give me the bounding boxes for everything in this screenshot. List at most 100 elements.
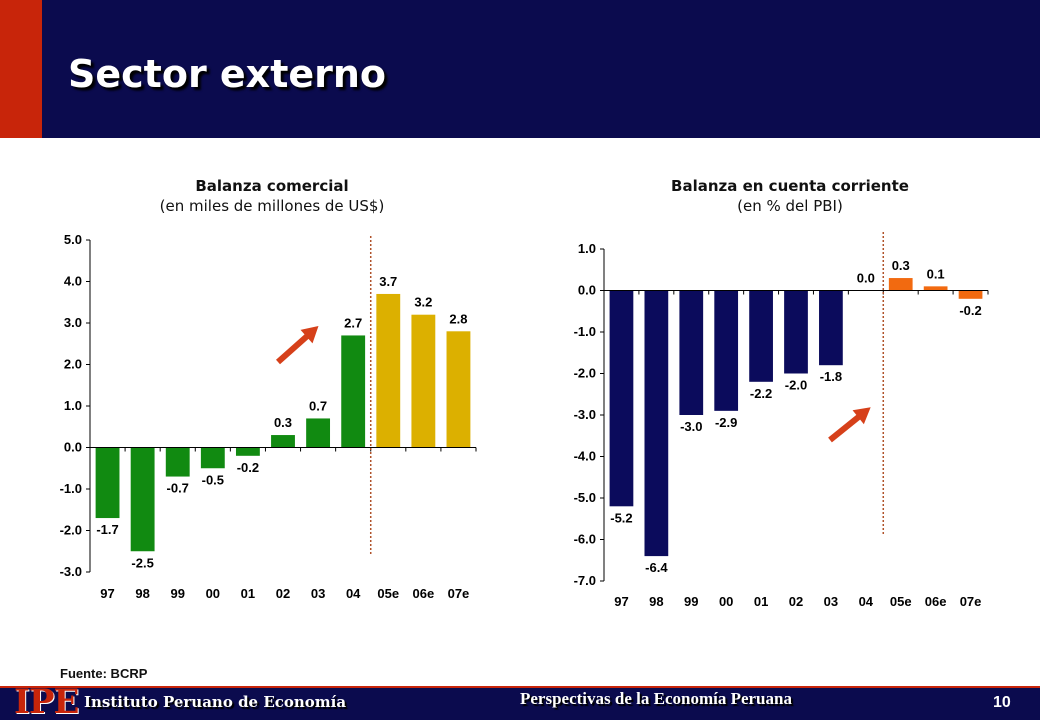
chart-2-bar — [819, 290, 843, 366]
chart-2-title: Balanza en cuenta corriente — [671, 177, 909, 195]
chart-1-bar — [306, 418, 331, 448]
chart-1-bar — [95, 447, 120, 519]
chart-2-x-tick-label: 04 — [859, 594, 874, 609]
chart-2-bar — [749, 290, 773, 382]
chart-1-bar — [200, 447, 225, 469]
chart-1-x-tick-label: 04 — [346, 586, 361, 601]
chart-2-bar — [958, 290, 983, 299]
chart-2-x-tick-label: 97 — [614, 594, 628, 609]
chart-2-x-tick-label: 06e — [925, 594, 947, 609]
chart-1-subtitle: (en miles de millones de US$) — [159, 197, 385, 215]
chart-2-y-tick-label: -2.0 — [574, 366, 596, 381]
chart-1-y-tick-label: 1.0 — [64, 398, 82, 413]
chart-2-y-tick-label: -3.0 — [574, 407, 596, 422]
chart-1-y-tick-label: 4.0 — [64, 274, 82, 289]
current-account-chart: -7.0 -6.0 -5.0 -4.0 -3.0 -2.0 -1.0 0.0 1.0 -5.2 97… — [574, 232, 989, 609]
chart-1-bar — [341, 335, 366, 448]
chart-1-value-label: -0.5 — [202, 472, 224, 487]
chart-2-subtitle: (en % del PBI) — [737, 197, 843, 215]
chart-2-y-tick-label: -5.0 — [574, 490, 596, 505]
chart-1-value-label: -0.2 — [237, 460, 259, 475]
chart-1-x-tick-label: 00 — [206, 586, 220, 601]
chart-1-value-label: -1.7 — [96, 522, 118, 537]
header-bar — [0, 0, 1040, 138]
chart-1-bar — [411, 314, 436, 448]
chart-1-value-label: 3.7 — [379, 274, 397, 289]
chart-2-y-tick-label: -7.0 — [574, 573, 596, 588]
ipe-logo: IPE — [14, 682, 79, 722]
chart-2-x-tick-label: 01 — [754, 594, 768, 609]
chart-2-x-tick-label: 05e — [890, 594, 912, 609]
chart-1-bar — [165, 447, 190, 477]
chart-2-value-label: 0.3 — [892, 258, 910, 273]
chart-2-value-label: -3.0 — [680, 419, 702, 434]
chart-2-trend-arrow-head — [852, 407, 871, 425]
chart-2-value-label: 0.0 — [857, 271, 875, 286]
chart-2-value-label: 0.1 — [927, 266, 945, 281]
chart-1-x-tick-label: 07e — [448, 586, 470, 601]
chart-2-value-label: -5.2 — [610, 510, 632, 525]
chart-1-x-tick-label: 06e — [413, 586, 435, 601]
header-accent-stripe — [0, 0, 42, 138]
chart-1-value-label: 0.3 — [274, 415, 292, 430]
chart-2-x-tick-label: 00 — [719, 594, 733, 609]
chart-1-x-tick-label: 99 — [170, 586, 184, 601]
chart-1-y-tick-label: -2.0 — [60, 523, 82, 538]
chart-1-title: Balanza comercial — [195, 177, 349, 195]
chart-1-bar — [235, 447, 260, 456]
footer-bar — [0, 686, 1040, 720]
presentation-title: Perspectivas de la Economía Peruana — [520, 689, 792, 708]
organization-name: Instituto Peruano de Economía — [84, 693, 347, 711]
chart-1-y-tick-label: 0.0 — [64, 440, 82, 455]
chart-2-y-tick-label: -1.0 — [574, 324, 596, 339]
chart-1-y-tick-label: -3.0 — [60, 564, 82, 579]
source-note: Fuente: BCRP — [60, 666, 148, 681]
chart-2-value-label: -6.4 — [645, 560, 668, 575]
chart-1-bar — [376, 293, 401, 448]
chart-1-x-tick-label: 03 — [311, 586, 325, 601]
chart-2-value-label: -2.2 — [750, 386, 772, 401]
chart-2-x-tick-label: 03 — [824, 594, 838, 609]
chart-2-x-tick-label: 99 — [684, 594, 698, 609]
chart-1-y-tick-label: -1.0 — [60, 481, 82, 496]
chart-2-bar — [784, 290, 808, 374]
chart-1-x-tick-label: 05e — [377, 586, 399, 601]
chart-2-y-tick-label: 1.0 — [578, 241, 596, 256]
chart-1-value-label: 2.8 — [449, 311, 467, 326]
chart-2-y-tick-label: 0.0 — [578, 283, 596, 298]
chart-1-value-label: 2.7 — [344, 315, 362, 330]
chart-2-value-label: -0.2 — [959, 303, 981, 318]
chart-1-heading: Balanza comercial (en miles de millones … — [62, 176, 482, 216]
chart-2-bar — [714, 290, 739, 411]
chart-2-value-label: -1.8 — [820, 369, 842, 384]
chart-1-value-label: -2.5 — [131, 555, 153, 570]
chart-1-trend-arrow-head — [300, 326, 319, 344]
chart-1-bar — [130, 447, 155, 552]
chart-1-x-tick-label: 97 — [100, 586, 114, 601]
chart-1-value-label: 0.7 — [309, 398, 327, 413]
chart-2-bar — [923, 286, 948, 291]
chart-2-y-tick-label: -4.0 — [574, 449, 596, 464]
chart-1-y-tick-label: 5.0 — [64, 232, 82, 247]
chart-2-bar — [644, 290, 669, 557]
chart-2-bar — [679, 290, 704, 415]
chart-2-value-label: -2.0 — [785, 378, 807, 393]
trade-balance-chart: -3.0 -2.0 -1.0 0.0 1.0 2.0 3.0 4.0 5.0 -1.7 97 -2.5… — [60, 232, 477, 601]
chart-2-y-tick-label: -6.0 — [574, 532, 596, 547]
chart-2-bar — [888, 278, 913, 291]
chart-1-x-tick-label: 01 — [241, 586, 255, 601]
chart-2-heading: Balanza en cuenta corriente (en % del PB… — [580, 176, 1000, 216]
chart-1-bar — [446, 331, 471, 448]
chart-1-value-label: 3.2 — [414, 295, 432, 310]
footer-accent-line — [0, 686, 1040, 688]
chart-1-bar — [271, 435, 295, 448]
chart-2-x-tick-label: 98 — [649, 594, 663, 609]
chart-2-x-tick-label: 07e — [960, 594, 982, 609]
chart-1-value-label: -0.7 — [167, 481, 189, 496]
chart-2-x-tick-label: 02 — [789, 594, 803, 609]
chart-1-y-tick-label: 2.0 — [64, 357, 82, 372]
chart-1-y-tick-label: 3.0 — [64, 315, 82, 330]
chart-1-x-tick-label: 02 — [276, 586, 290, 601]
chart-2-value-label: -2.9 — [715, 415, 737, 430]
chart-2-bar — [609, 290, 634, 507]
